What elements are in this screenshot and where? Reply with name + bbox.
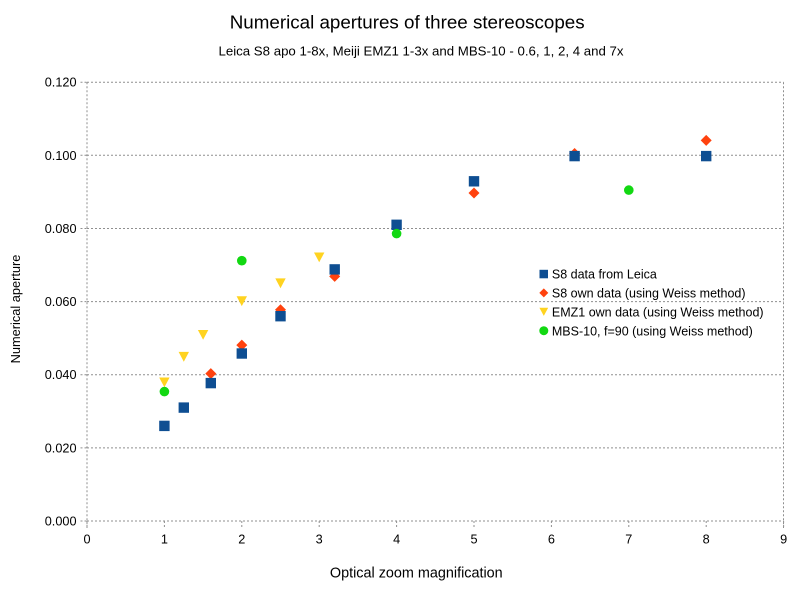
svg-text:Optical zoom magnification: Optical zoom magnification bbox=[330, 565, 503, 581]
svg-text:8: 8 bbox=[703, 533, 710, 547]
svg-text:Numerical apertures of three s: Numerical apertures of three stereoscope… bbox=[230, 11, 585, 32]
svg-text:4: 4 bbox=[393, 533, 400, 547]
svg-text:0: 0 bbox=[83, 533, 90, 547]
svg-text:0.020: 0.020 bbox=[45, 441, 77, 455]
svg-text:Numerical aperture: Numerical aperture bbox=[8, 255, 23, 364]
svg-text:7: 7 bbox=[625, 533, 632, 547]
svg-text:0.120: 0.120 bbox=[45, 76, 77, 90]
svg-text:6: 6 bbox=[548, 533, 555, 547]
svg-text:Leica S8 apo 1-8x, Meiji EMZ1: Leica S8 apo 1-8x, Meiji EMZ1 1-3x and M… bbox=[218, 43, 623, 58]
svg-text:5: 5 bbox=[470, 533, 477, 547]
svg-text:EMZ1 own data (using Weiss met: EMZ1 own data (using Weiss method) bbox=[552, 305, 764, 319]
svg-text:0.100: 0.100 bbox=[45, 149, 77, 163]
svg-text:1: 1 bbox=[161, 533, 168, 547]
svg-text:2: 2 bbox=[238, 533, 245, 547]
svg-text:0.080: 0.080 bbox=[45, 222, 77, 236]
svg-text:3: 3 bbox=[316, 533, 323, 547]
svg-text:0.060: 0.060 bbox=[45, 295, 77, 309]
svg-text:9: 9 bbox=[780, 533, 787, 547]
svg-text:0.000: 0.000 bbox=[45, 515, 77, 529]
svg-text:0.040: 0.040 bbox=[45, 368, 77, 382]
svg-text:S8 data from Leica: S8 data from Leica bbox=[552, 268, 657, 282]
svg-text:MBS-10, f=90 (using Weiss meth: MBS-10, f=90 (using Weiss method) bbox=[552, 324, 753, 338]
svg-text:S8 own data (using Weiss metho: S8 own data (using Weiss method) bbox=[552, 287, 746, 301]
